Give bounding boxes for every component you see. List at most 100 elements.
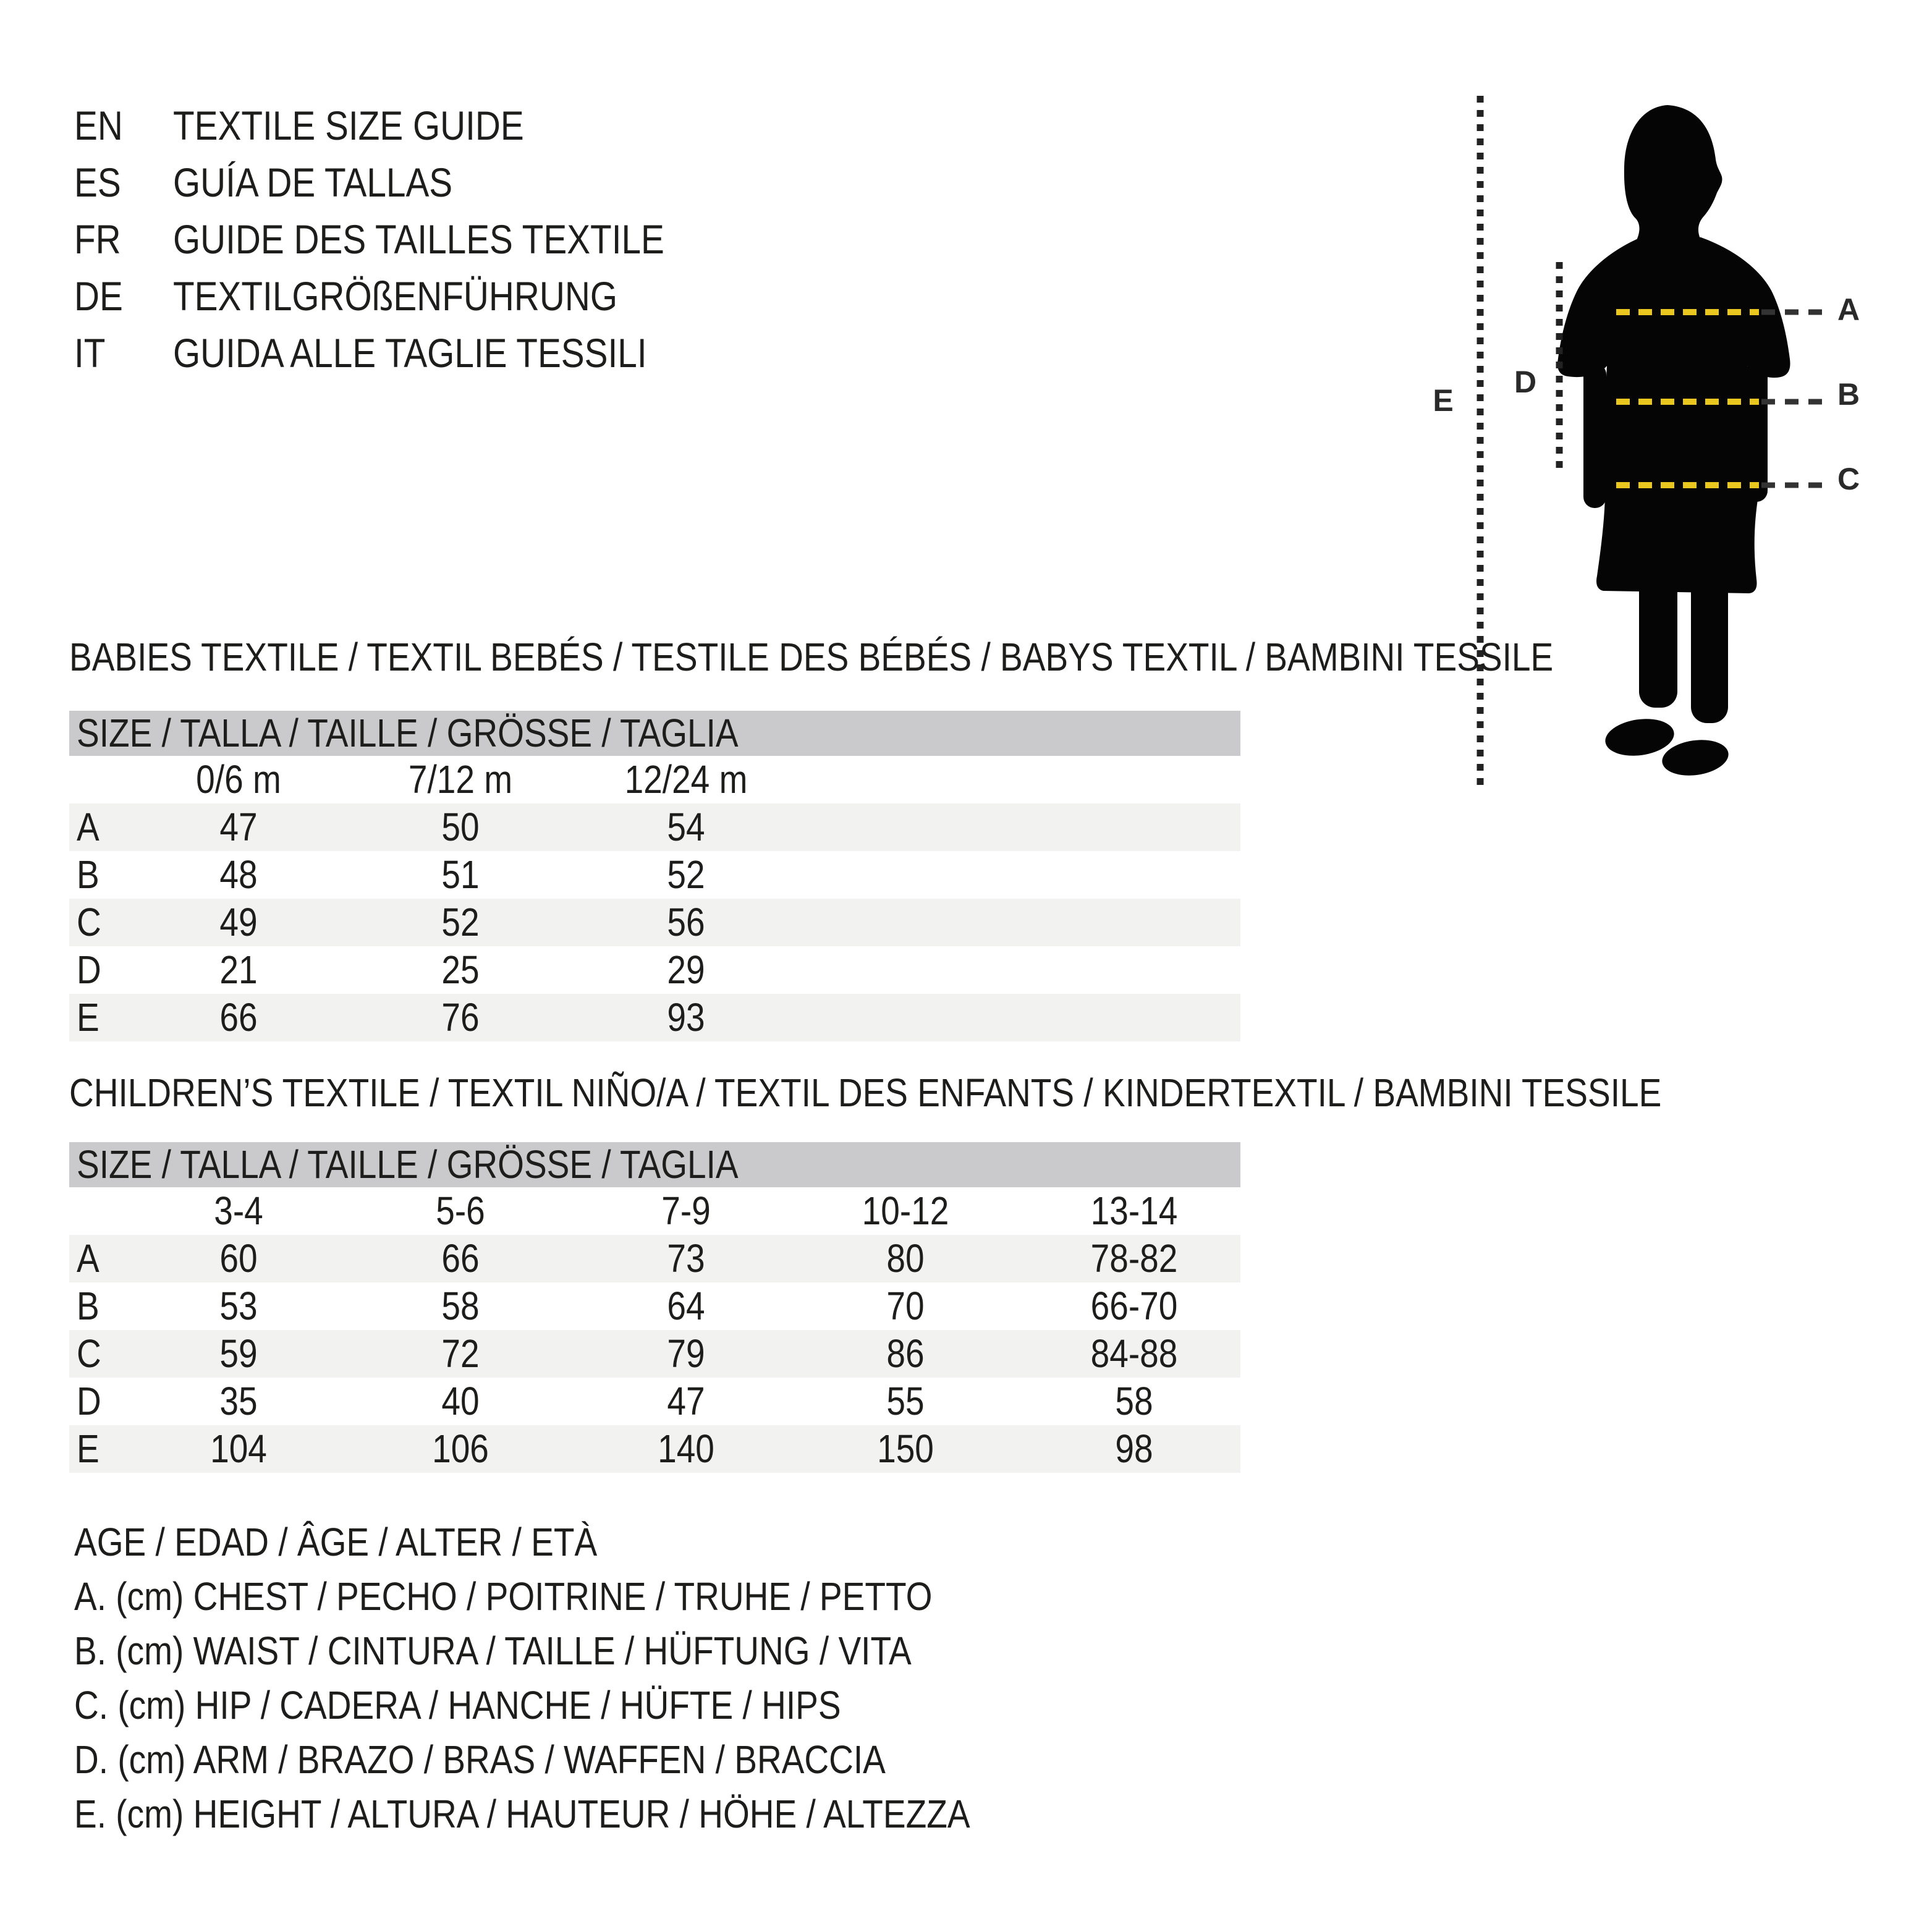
figure-label-chest-a: A xyxy=(1837,292,1860,327)
children-cell: 53 xyxy=(219,1284,258,1328)
babies-cell: 50 xyxy=(441,805,480,849)
language-title: TEXTILGRÖßENFÜHRUNG xyxy=(173,273,617,319)
babies-size-header-bar: SIZE / TALLA / TAILLE / GRÖSSE / TAGLIA xyxy=(69,711,1240,756)
row-label: B xyxy=(77,852,100,897)
babies-cell: 48 xyxy=(219,852,258,897)
children-cell: 66 xyxy=(441,1236,480,1281)
legend-text: B. (cm) WAIST / CINTURA / TAILLE / HÜFTU… xyxy=(74,1629,912,1673)
children-row-e: E 104 106 140 150 98 xyxy=(69,1425,1240,1473)
figure-label-waist-b: B xyxy=(1837,377,1860,412)
language-code: IT xyxy=(74,330,106,376)
children-cell: 55 xyxy=(886,1379,925,1423)
babies-row-b: B 48 51 52 xyxy=(69,851,1240,899)
children-cell: 79 xyxy=(667,1331,705,1376)
children-cell: 40 xyxy=(441,1379,480,1423)
children-row-d: D 35 40 47 55 58 xyxy=(69,1378,1240,1425)
babies-col-header: 0/6 m xyxy=(196,757,281,802)
babies-cell: 52 xyxy=(441,900,480,944)
babies-heading-text: BABIES TEXTILE / TEXTIL BEBÉS / TESTILE … xyxy=(69,635,1554,679)
children-cell: 70 xyxy=(886,1284,925,1328)
babies-row-e: E 66 76 93 xyxy=(69,994,1240,1041)
babies-cell: 93 xyxy=(667,995,705,1040)
children-column-header-row: 3-4 5-6 7-9 10-12 13-14 xyxy=(69,1187,1240,1235)
children-col-header: 10-12 xyxy=(862,1188,949,1233)
children-cell: 60 xyxy=(219,1236,258,1281)
children-cell: 58 xyxy=(441,1284,480,1328)
babies-size-table: SIZE / TALLA / TAILLE / GRÖSSE / TAGLIA … xyxy=(69,711,1240,1041)
silhouette-left-leg xyxy=(1639,575,1677,708)
legend-line-waist: B. (cm) WAIST / CINTURA / TAILLE / HÜFTU… xyxy=(74,1624,1116,1678)
silhouette-right-shoe xyxy=(1662,740,1729,776)
figure-label-hip-c: C xyxy=(1837,462,1860,496)
row-label: A xyxy=(77,805,100,849)
babies-cell: 54 xyxy=(667,805,705,849)
children-row-c: C 59 72 79 86 84-88 xyxy=(69,1330,1240,1378)
children-cell: 59 xyxy=(219,1331,258,1376)
children-cell: 35 xyxy=(219,1379,258,1423)
row-label: E xyxy=(77,1426,100,1471)
children-size-header-bar: SIZE / TALLA / TAILLE / GRÖSSE / TAGLIA xyxy=(69,1142,1240,1187)
size-header-text: SIZE / TALLA / TAILLE / GRÖSSE / TAGLIA xyxy=(77,1142,739,1187)
row-label: B xyxy=(77,1284,100,1328)
row-label: A xyxy=(77,1236,100,1281)
children-cell: 58 xyxy=(1115,1379,1153,1423)
legend-text: AGE / EDAD / ÂGE / ALTER / ETÀ xyxy=(74,1520,598,1564)
babies-cell: 25 xyxy=(441,947,480,992)
child-silhouette-figure xyxy=(1477,96,1823,788)
babies-row-a: A 47 50 54 xyxy=(69,803,1240,851)
language-code: FR xyxy=(74,216,121,262)
row-label: E xyxy=(77,995,100,1040)
babies-col-header: 12/24 m xyxy=(624,757,748,802)
babies-cell: 76 xyxy=(441,995,480,1040)
children-row-b: B 53 58 64 70 66-70 xyxy=(69,1282,1240,1330)
legend-text: E. (cm) HEIGHT / ALTURA / HAUTEUR / HÖHE… xyxy=(74,1792,970,1836)
babies-row-c: C 49 52 56 xyxy=(69,899,1240,946)
legend-line-chest: A. (cm) CHEST / PECHO / POITRINE / TRUHE… xyxy=(74,1569,1116,1624)
children-cell: 104 xyxy=(210,1426,267,1471)
babies-row-d: D 21 25 29 xyxy=(69,946,1240,994)
children-cell: 150 xyxy=(877,1426,934,1471)
children-cell: 84-88 xyxy=(1090,1331,1178,1376)
children-col-header: 3-4 xyxy=(214,1188,263,1233)
language-title: GUÍA DE TALLAS xyxy=(173,159,453,205)
language-title: TEXTILE SIZE GUIDE xyxy=(173,103,524,148)
language-code: DE xyxy=(74,273,123,319)
legend-line-age: AGE / EDAD / ÂGE / ALTER / ETÀ xyxy=(74,1515,1116,1569)
silhouette-head xyxy=(1624,105,1722,252)
babies-cell: 52 xyxy=(667,852,705,897)
babies-cell: 47 xyxy=(219,805,258,849)
babies-cell: 51 xyxy=(441,852,480,897)
legend-text: A. (cm) CHEST / PECHO / POITRINE / TRUHE… xyxy=(74,1574,933,1619)
babies-section-heading: BABIES TEXTILE / TEXTIL BEBÉS / TESTILE … xyxy=(69,630,1795,684)
babies-cell: 21 xyxy=(219,947,258,992)
children-cell: 80 xyxy=(886,1236,925,1281)
babies-cell: 56 xyxy=(667,900,705,944)
children-cell: 98 xyxy=(1115,1426,1153,1471)
children-cell: 78-82 xyxy=(1090,1236,1178,1281)
children-size-table: SIZE / TALLA / TAILLE / GRÖSSE / TAGLIA … xyxy=(69,1142,1240,1473)
language-code: EN xyxy=(74,103,123,148)
silhouette-right-arm xyxy=(1745,362,1768,502)
children-heading-text: CHILDREN’S TEXTILE / TEXTIL NIÑO/A / TEX… xyxy=(69,1070,1662,1115)
language-title: GUIDA ALLE TAGLIE TESSILI xyxy=(173,330,647,376)
row-label: D xyxy=(77,1379,101,1423)
figure-label-height-e: E xyxy=(1433,383,1454,418)
children-cell: 73 xyxy=(667,1236,705,1281)
babies-cell: 49 xyxy=(219,900,258,944)
measurement-legend: AGE / EDAD / ÂGE / ALTER / ETÀ A. (cm) C… xyxy=(74,1515,1116,1841)
babies-cell: 66 xyxy=(219,995,258,1040)
row-label: C xyxy=(77,900,101,944)
children-cell: 47 xyxy=(667,1379,705,1423)
babies-cell: 29 xyxy=(667,947,705,992)
babies-col-header: 7/12 m xyxy=(408,757,513,802)
figure-label-arm-d: D xyxy=(1514,365,1537,399)
language-title: GUIDE DES TAILLES TEXTILE xyxy=(173,216,664,262)
children-section-heading: CHILDREN’S TEXTILE / TEXTIL NIÑO/A / TEX… xyxy=(69,1066,1921,1119)
children-col-header: 13-14 xyxy=(1090,1188,1178,1233)
children-cell: 72 xyxy=(441,1331,480,1376)
row-label: D xyxy=(77,947,101,992)
silhouette-right-leg xyxy=(1691,575,1728,723)
child-silhouette-icon xyxy=(1557,105,1790,776)
children-col-header: 5-6 xyxy=(436,1188,485,1233)
